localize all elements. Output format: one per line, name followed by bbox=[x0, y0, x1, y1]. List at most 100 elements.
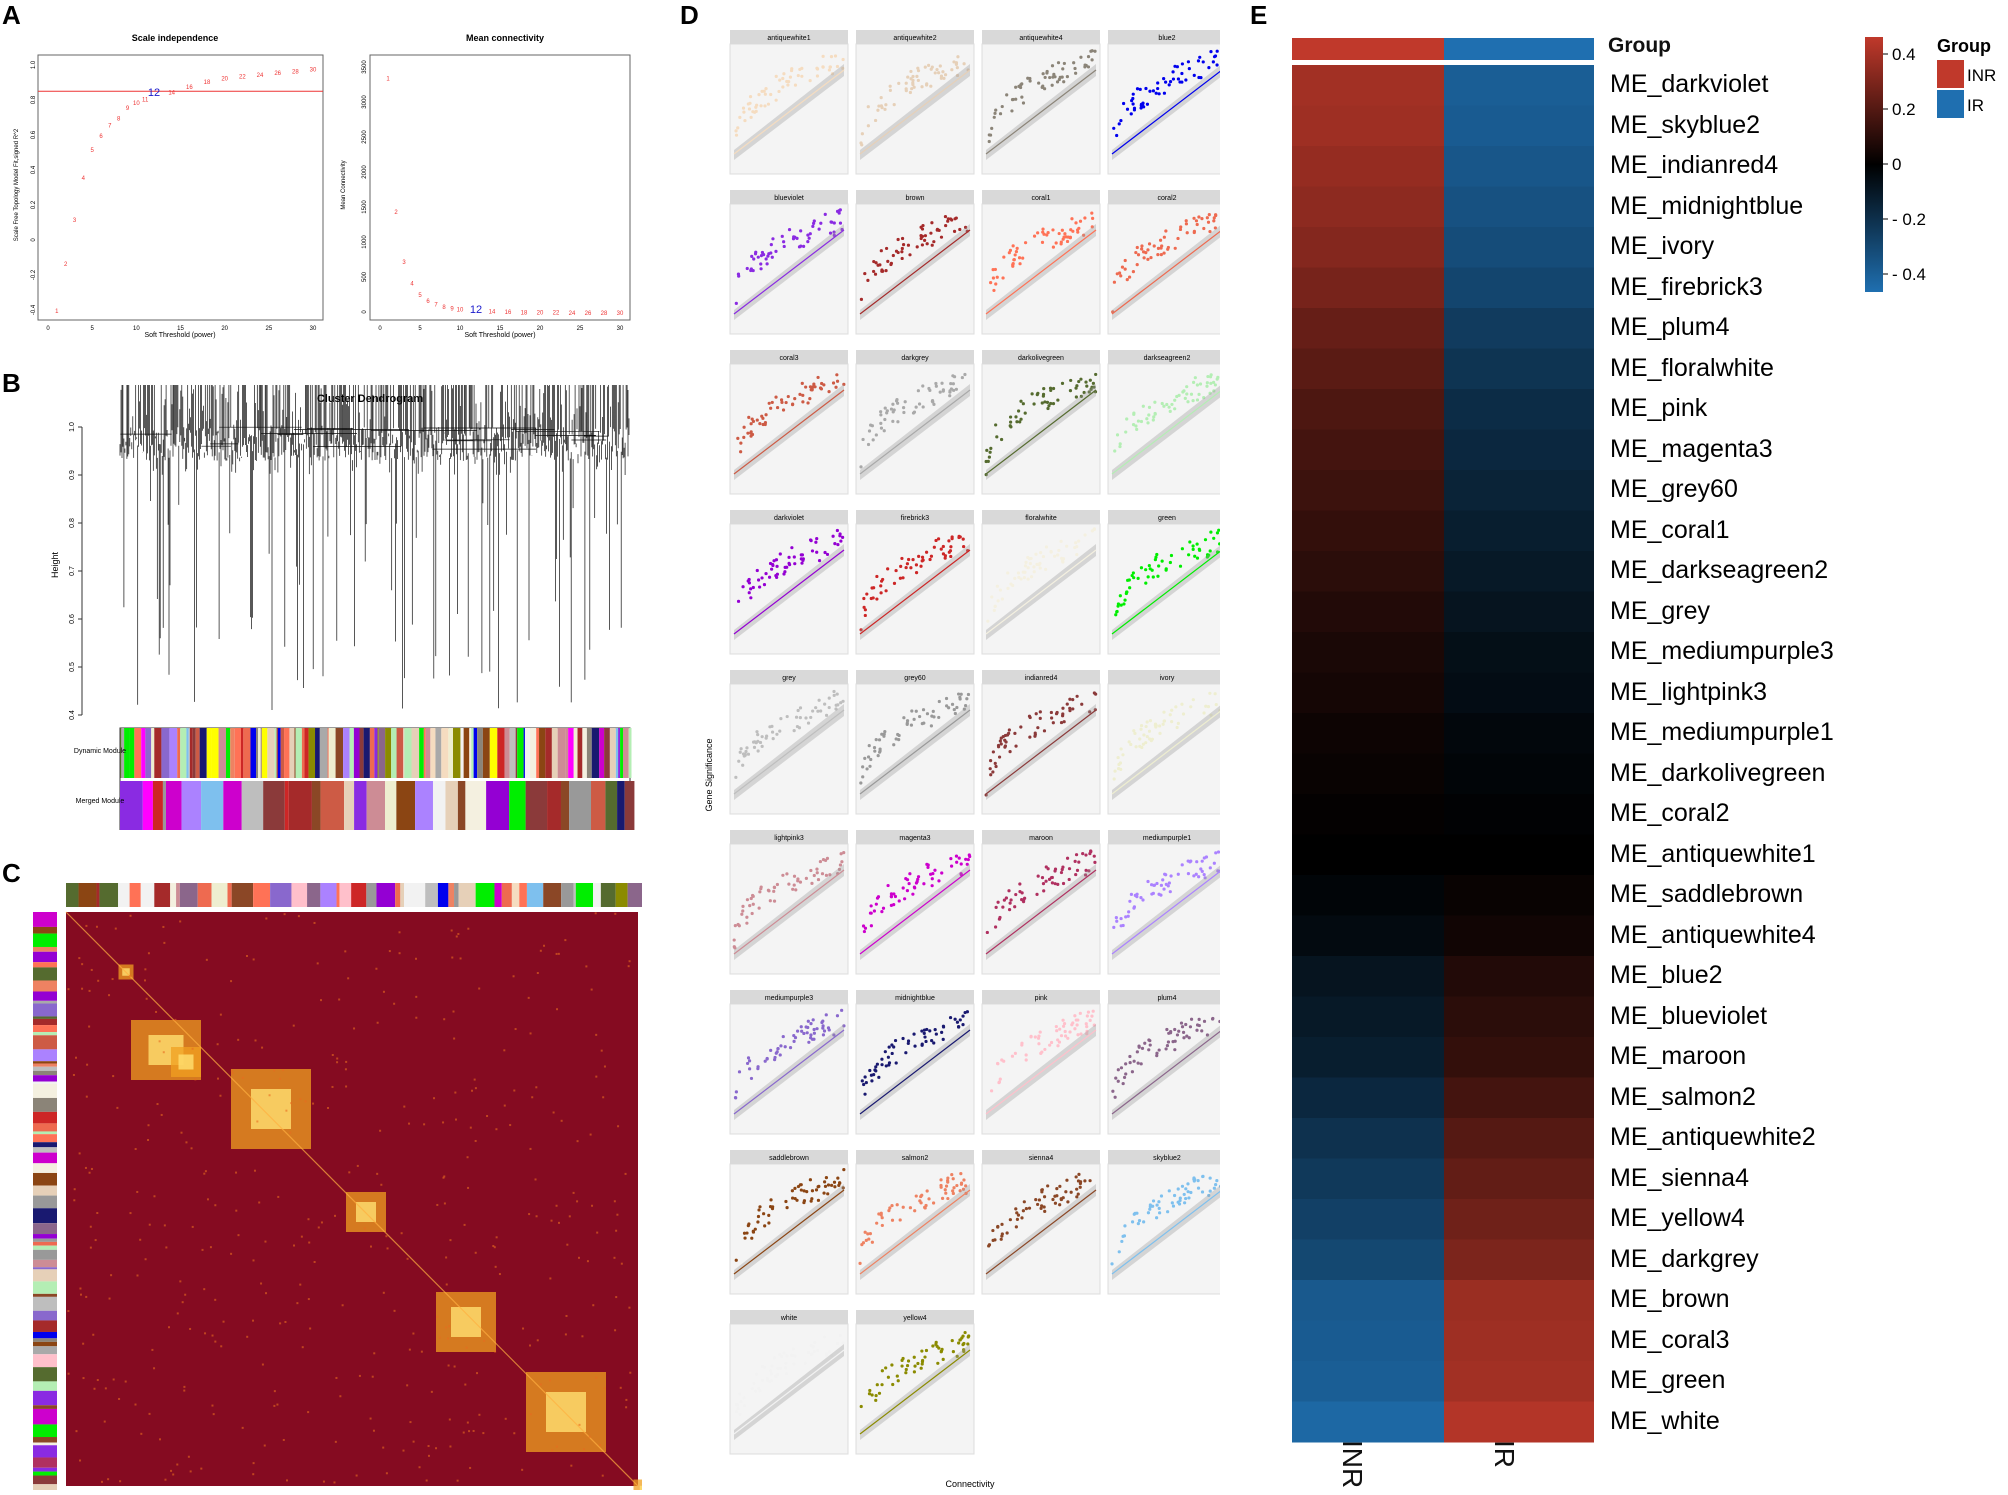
data-point bbox=[1068, 697, 1072, 701]
data-point bbox=[832, 1180, 837, 1184]
hot-speck bbox=[85, 924, 88, 927]
data-point bbox=[1146, 257, 1150, 261]
data-point bbox=[868, 1068, 872, 1073]
module-strip bbox=[33, 1075, 57, 1082]
data-point bbox=[1176, 1187, 1180, 1191]
data-point bbox=[1056, 1038, 1060, 1042]
data-point bbox=[1186, 1182, 1190, 1186]
dynamic-module-strip bbox=[460, 728, 464, 778]
data-point bbox=[1183, 396, 1187, 401]
data-point bbox=[1211, 380, 1216, 384]
data-point bbox=[767, 1213, 771, 1217]
module-strip bbox=[475, 883, 495, 907]
power-point: 7 bbox=[108, 124, 112, 130]
data-point bbox=[1076, 1192, 1080, 1196]
data-point bbox=[914, 709, 918, 713]
data-point bbox=[860, 143, 864, 147]
data-point bbox=[1056, 1044, 1060, 1048]
data-point bbox=[900, 556, 904, 561]
data-point bbox=[810, 1189, 815, 1193]
module-scatter-antiquewhite2: antiquewhite2 bbox=[855, 30, 975, 175]
merged-module-strip bbox=[617, 781, 625, 830]
data-point bbox=[1195, 860, 1199, 864]
dynamic-module-strip bbox=[186, 728, 189, 778]
data-point bbox=[1054, 241, 1058, 245]
data-point bbox=[1181, 1030, 1186, 1034]
data-point bbox=[1195, 398, 1200, 402]
module-strip bbox=[33, 1367, 57, 1382]
data-point bbox=[832, 689, 836, 694]
data-point bbox=[858, 1261, 862, 1265]
data-point bbox=[765, 1056, 769, 1061]
data-point bbox=[1180, 1184, 1185, 1188]
data-point bbox=[1090, 225, 1094, 229]
data-point bbox=[1002, 898, 1006, 902]
data-point bbox=[793, 83, 798, 87]
dynamic-module-strip bbox=[599, 728, 605, 778]
module-strip bbox=[33, 1245, 57, 1250]
module-strip bbox=[33, 1083, 57, 1098]
module-strip bbox=[140, 883, 155, 907]
facet-strip bbox=[730, 990, 848, 1004]
data-point bbox=[992, 608, 996, 612]
data-point bbox=[992, 115, 996, 119]
data-point bbox=[895, 1203, 899, 1207]
data-point bbox=[1115, 133, 1119, 138]
plot-area bbox=[981, 523, 1101, 655]
data-point bbox=[1000, 597, 1004, 601]
module-strip bbox=[33, 951, 57, 963]
hot-speck bbox=[466, 1421, 469, 1424]
hot-speck bbox=[282, 1069, 285, 1072]
data-point bbox=[800, 381, 804, 385]
dynamic-module-strip bbox=[473, 728, 478, 778]
data-point bbox=[993, 604, 997, 609]
facet-label: white bbox=[780, 1315, 797, 1322]
data-point bbox=[902, 410, 906, 415]
hot-speck bbox=[539, 949, 542, 952]
dynamic-module-strip bbox=[403, 728, 405, 778]
panel-d-letter: D bbox=[680, 0, 699, 30]
data-point bbox=[834, 385, 838, 389]
data-point bbox=[1162, 404, 1166, 408]
data-point bbox=[944, 1191, 948, 1195]
data-point bbox=[1050, 881, 1055, 885]
heatmap-cell bbox=[1292, 713, 1444, 754]
dynamic-module-strip bbox=[353, 728, 360, 778]
row-label: ME_coral2 bbox=[1610, 799, 1730, 827]
data-point bbox=[1162, 91, 1167, 95]
data-point bbox=[1037, 1034, 1041, 1038]
data-point bbox=[1044, 545, 1049, 549]
module-strip bbox=[404, 883, 426, 907]
data-point bbox=[770, 1364, 774, 1368]
data-point bbox=[933, 868, 937, 872]
scale-tick-label: 0 bbox=[1892, 155, 1901, 174]
data-point bbox=[879, 410, 883, 414]
data-point bbox=[1042, 729, 1047, 733]
data-point bbox=[1127, 275, 1132, 279]
heatmap-cell bbox=[1292, 186, 1444, 228]
x-tick-label: 10 bbox=[457, 326, 464, 332]
hot-speck bbox=[474, 1251, 477, 1254]
data-point bbox=[934, 1032, 938, 1036]
data-point bbox=[772, 889, 776, 893]
data-point bbox=[1009, 420, 1013, 424]
data-point bbox=[1036, 874, 1040, 878]
module-strip bbox=[33, 1249, 57, 1260]
data-point bbox=[1074, 221, 1078, 225]
data-point bbox=[1208, 1189, 1212, 1193]
data-point bbox=[894, 399, 899, 403]
data-point bbox=[955, 860, 959, 864]
data-point bbox=[760, 735, 764, 739]
data-point bbox=[745, 266, 749, 271]
hot-speck bbox=[129, 1212, 132, 1215]
data-point bbox=[1167, 1189, 1171, 1193]
facet-strip bbox=[1108, 990, 1220, 1004]
data-point bbox=[937, 715, 941, 720]
hot-speck bbox=[619, 1386, 622, 1389]
dynamic-module-strip bbox=[274, 728, 277, 778]
power-point: 12 bbox=[470, 304, 482, 316]
hot-speck bbox=[307, 1218, 310, 1221]
module-strip bbox=[66, 883, 79, 907]
data-point bbox=[832, 221, 836, 225]
power-point: 2 bbox=[64, 262, 68, 268]
